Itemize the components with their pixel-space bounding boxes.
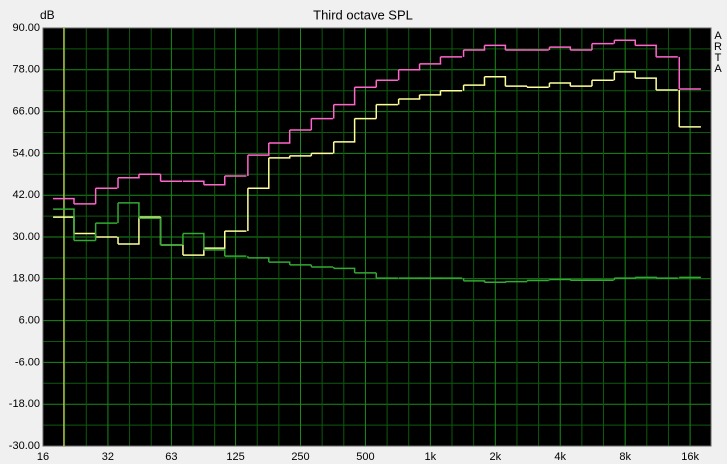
x-tick-label: 500	[356, 451, 374, 463]
y-tick-label: 18.00	[12, 273, 40, 285]
y-axis-label: dB	[40, 8, 55, 22]
chart-title: Third octave SPL	[313, 7, 413, 22]
plot-border	[42, 27, 712, 447]
y-tick-label: 54.00	[12, 147, 40, 159]
y-tick-label: -6.00	[15, 356, 40, 368]
x-tick-label: 4k	[554, 451, 566, 463]
y-tick-label: -18.00	[9, 398, 40, 410]
x-tick-label: 2k	[489, 451, 501, 463]
x-tick-label: 250	[291, 451, 309, 463]
x-tick-label: 32	[102, 451, 114, 463]
y-tick-label: 6.00	[19, 315, 40, 327]
x-tick-label: 8k	[619, 451, 631, 463]
y-tick-label: 78.00	[12, 64, 40, 76]
x-tick-label: 63	[165, 451, 177, 463]
y-tick-label: 30.00	[12, 231, 40, 243]
x-tick-label: 1k	[425, 451, 437, 463]
y-tick-label: -30.00	[9, 440, 40, 452]
x-tick-label: 16k	[681, 451, 699, 463]
y-tick-label: 90.00	[12, 22, 40, 34]
y-tick-label: 42.00	[12, 189, 40, 201]
x-tick-label: 16	[37, 451, 49, 463]
x-tick-label: 125	[226, 451, 244, 463]
y-tick-label: 66.00	[12, 106, 40, 118]
